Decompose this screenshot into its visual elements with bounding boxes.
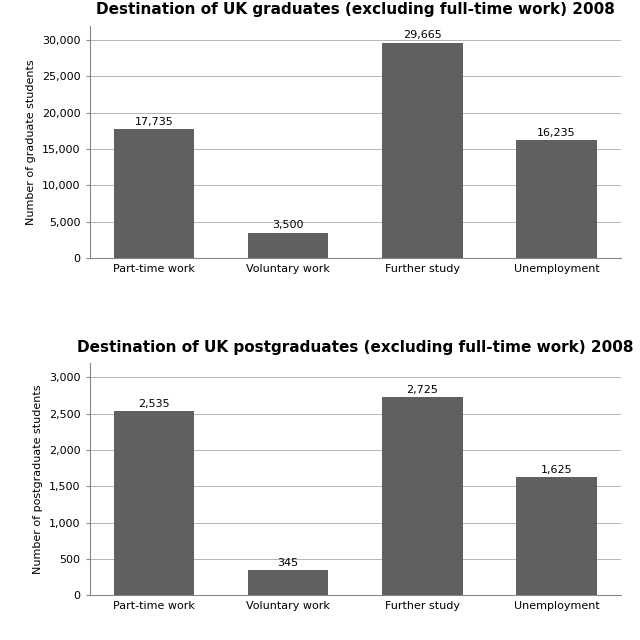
Text: 345: 345 [278, 558, 299, 568]
Bar [248, 233, 328, 258]
Bar [516, 477, 596, 595]
Bar [516, 140, 596, 258]
Text: 16,235: 16,235 [537, 128, 576, 138]
Bar [382, 397, 463, 595]
Text: 3,500: 3,500 [273, 221, 304, 230]
Text: 1,625: 1,625 [541, 465, 572, 475]
Text: 2,535: 2,535 [138, 399, 170, 409]
Y-axis label: Number of graduate students: Number of graduate students [26, 59, 36, 225]
Bar [382, 43, 463, 258]
Bar [248, 570, 328, 595]
Bar [114, 129, 194, 258]
Text: 29,665: 29,665 [403, 30, 442, 40]
Title: Destination of UK postgraduates (excluding full-time work) 2008: Destination of UK postgraduates (excludi… [77, 340, 634, 355]
Text: 17,735: 17,735 [134, 117, 173, 127]
Y-axis label: Number of postgraduate students: Number of postgraduate students [33, 384, 44, 573]
Text: 2,725: 2,725 [406, 385, 438, 395]
Bar [114, 411, 194, 595]
Title: Destination of UK graduates (excluding full-time work) 2008: Destination of UK graduates (excluding f… [96, 3, 614, 17]
